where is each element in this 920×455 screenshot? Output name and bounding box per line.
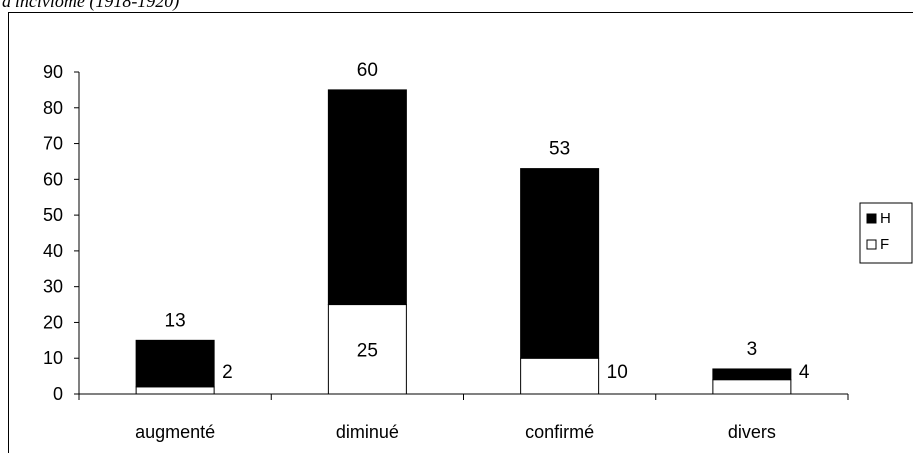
chart-frame bbox=[8, 12, 913, 453]
data-label-f: 25 bbox=[357, 340, 378, 361]
bar-h-segment bbox=[135, 339, 215, 388]
y-tick-label: 40 bbox=[43, 241, 63, 261]
y-tick-label: 80 bbox=[43, 98, 63, 118]
y-tick-label: 70 bbox=[43, 134, 63, 154]
y-tick-label: 60 bbox=[43, 169, 63, 189]
data-label-h: 60 bbox=[357, 60, 378, 81]
y-tick-label: 90 bbox=[43, 62, 63, 82]
legend-label: F bbox=[880, 236, 889, 253]
y-tick-label: 20 bbox=[43, 312, 63, 332]
data-label-h: 53 bbox=[549, 139, 570, 160]
y-tick-label: 50 bbox=[43, 205, 63, 225]
data-label-f: 4 bbox=[799, 362, 810, 383]
x-category-label: confirmé bbox=[525, 422, 594, 442]
bar-h-segment bbox=[520, 168, 600, 359]
bar-h-segment bbox=[712, 368, 792, 381]
data-label-h: 3 bbox=[747, 339, 758, 360]
legend-box bbox=[859, 202, 913, 264]
x-category-label: augmenté bbox=[135, 422, 215, 442]
data-label-f: 2 bbox=[222, 362, 233, 383]
legend-swatch bbox=[866, 213, 877, 224]
data-label-h: 13 bbox=[165, 310, 186, 331]
y-tick-label: 30 bbox=[43, 277, 63, 297]
x-category-label: divers bbox=[728, 422, 776, 442]
bar-f-segment bbox=[712, 379, 792, 395]
y-tick-label: 10 bbox=[43, 348, 63, 368]
bar-h-segment bbox=[327, 89, 407, 306]
chart-caption: d'inciviome (1918-1920) bbox=[2, 0, 180, 11]
legend-swatch bbox=[866, 239, 877, 250]
bar-f-segment bbox=[135, 386, 215, 395]
y-tick-label: 0 bbox=[53, 384, 63, 404]
bar-f-segment bbox=[520, 357, 600, 395]
data-label-f: 10 bbox=[607, 362, 628, 383]
legend-label: H bbox=[880, 210, 891, 227]
x-category-label: diminué bbox=[336, 422, 399, 442]
